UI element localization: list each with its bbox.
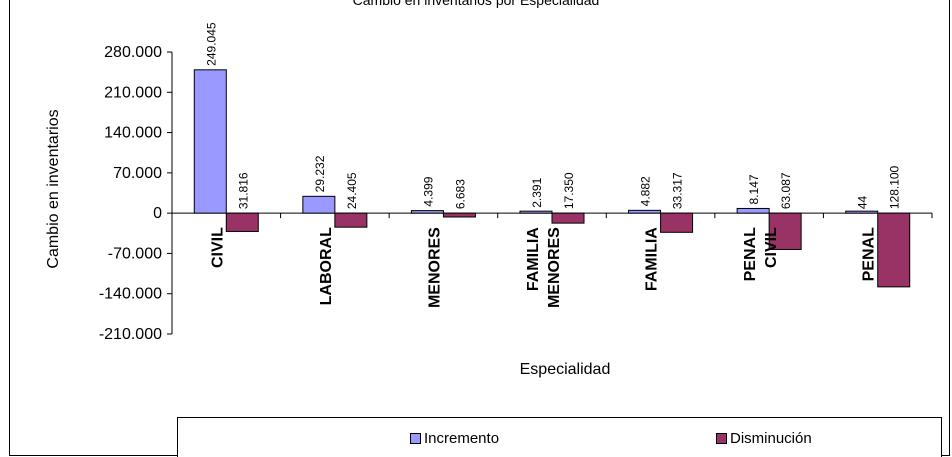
- data-label: 33.317: [671, 172, 685, 209]
- data-label: 4.399: [421, 176, 435, 206]
- chart-title: Cambio en inventarios por Especialidad: [352, 0, 600, 8]
- data-label: 128.100: [888, 165, 902, 209]
- bar-disminucion: [551, 212, 585, 224]
- category-label: FAMILIA: [644, 227, 661, 291]
- data-label: 24.405: [345, 172, 359, 209]
- legend: Incremento Disminución: [177, 417, 942, 457]
- legend-swatch-incremento: [410, 433, 421, 444]
- bar-incremento: [845, 210, 879, 214]
- data-label: 17.350: [562, 172, 576, 209]
- data-label: 6.683: [453, 179, 467, 209]
- legend-label-incremento: Incremento: [424, 430, 500, 447]
- category-label: MENORES: [546, 227, 563, 308]
- bar-incremento: [302, 195, 336, 214]
- bar-disminucion: [660, 212, 694, 233]
- x-axis-label: Especialidad: [520, 361, 611, 378]
- y-axis-label: Cambio en inventarios: [45, 109, 62, 268]
- bar-incremento: [519, 210, 553, 214]
- bar-disminucion: [334, 212, 368, 228]
- data-label: 4.882: [639, 176, 653, 206]
- y-tick-label: -210.000: [99, 326, 162, 343]
- y-tick-label: -70.000: [108, 245, 162, 262]
- category-label: CIVIL: [763, 227, 780, 268]
- category-label: LABORAL: [318, 227, 335, 305]
- bar-disminucion: [225, 212, 259, 232]
- y-tick-label: 140.000: [104, 125, 162, 142]
- data-label: 2.391: [530, 177, 544, 207]
- plot-area: 280.000 210.000 140.000 70.000 0 -70.000 -140.…: [99, 22, 933, 343]
- category-label: PENAL: [861, 227, 878, 281]
- category-label: MENORES: [426, 227, 443, 308]
- data-label: 29.232: [313, 155, 327, 192]
- bar-incremento: [628, 209, 662, 214]
- legend-item-incremento: Incremento: [410, 430, 499, 447]
- y-tick-label: 70.000: [113, 165, 162, 182]
- y-tick-label: 280.000: [104, 44, 162, 61]
- data-label: 8.147: [747, 174, 761, 204]
- category-label: FAMILIA: [525, 227, 542, 291]
- bar-incremento: [193, 69, 227, 214]
- data-label: 31.816: [236, 172, 250, 209]
- data-label: 249.045: [204, 22, 218, 66]
- legend-label-disminucion: Disminución: [730, 430, 812, 447]
- bar-disminucion: [768, 212, 802, 250]
- bar-disminucion: [442, 212, 476, 218]
- bar-incremento: [736, 207, 770, 214]
- bar-disminucion: [877, 212, 911, 288]
- category-label: PENAL: [742, 227, 759, 281]
- legend-item-disminucion: Disminución: [716, 430, 812, 447]
- data-label: 44: [856, 195, 870, 209]
- legend-swatch-disminucion: [716, 433, 727, 444]
- data-label: 63.087: [779, 172, 793, 209]
- bar-incremento: [410, 210, 444, 214]
- y-tick-label: 210.000: [104, 84, 162, 101]
- y-tick-label: -140.000: [99, 286, 162, 303]
- category-label: CIVIL: [209, 227, 226, 268]
- y-tick-label: 0: [153, 205, 162, 222]
